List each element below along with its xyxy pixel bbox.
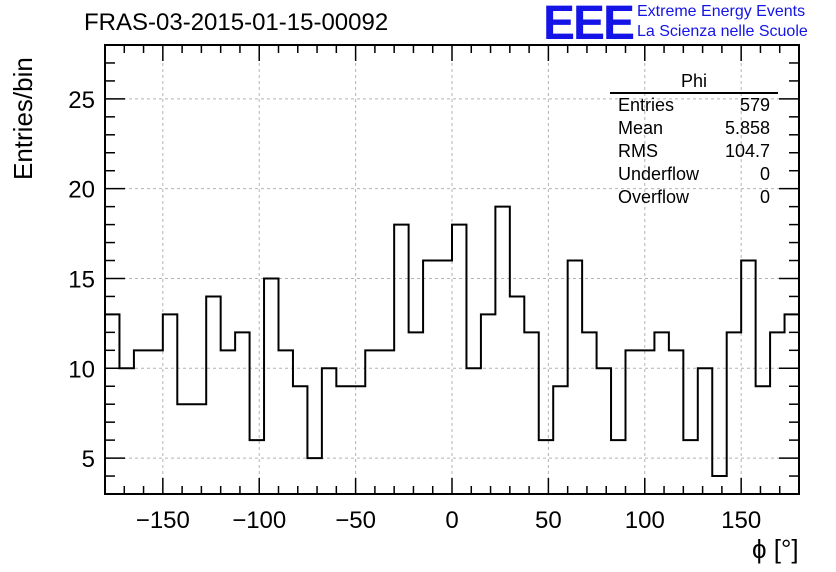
chart-title: FRAS-03-2015-01-15-00092	[84, 9, 389, 36]
axis-ticks	[105, 44, 799, 495]
x-tick-label: −50	[335, 507, 376, 534]
y-tick-label: 10	[68, 356, 95, 383]
logo-caption: Extreme Energy Events La Scienza nelle S…	[637, 2, 808, 42]
y-tick-label: 5	[82, 446, 95, 473]
stats-box-title: Phi	[610, 70, 778, 94]
stats-value: 0	[759, 187, 770, 207]
stats-value: 0	[759, 164, 770, 184]
stats-label: Underflow	[618, 164, 700, 184]
histogram-step-line	[105, 62, 800, 478]
stats-label: RMS	[618, 141, 658, 161]
y-tick-label: 25	[68, 87, 95, 114]
stats-value: 5.858	[724, 118, 770, 138]
stats-row-rms: RMS 104.7	[610, 140, 778, 163]
x-tick-label: −100	[232, 507, 286, 534]
stats-value: 579	[739, 95, 770, 115]
stats-row-mean: Mean 5.858	[610, 117, 778, 140]
logo-caption-line2: La Scienza nelle Scuole	[637, 23, 808, 40]
x-axis-label: ϕ [°]	[752, 534, 799, 564]
stats-row-underflow: Underflow 0	[610, 163, 778, 186]
stats-row-entries: Entries 579	[610, 94, 778, 117]
stats-row-overflow: Overflow 0	[610, 186, 778, 209]
y-tick-label: 15	[68, 266, 95, 293]
stats-box: Phi Entries 579 Mean 5.858 RMS 104.7 Und…	[610, 70, 778, 209]
stats-label: Mean	[618, 118, 664, 138]
eee-logo: EEE	[543, 0, 635, 50]
stats-value: 104.7	[724, 141, 770, 161]
y-axis-label: Entries/bin	[8, 57, 38, 180]
stats-label: Entries	[618, 95, 675, 115]
grid-lines	[105, 45, 799, 494]
stats-label: Overflow	[618, 187, 690, 207]
y-tick-label: 20	[68, 177, 95, 204]
x-tick-label: 150	[721, 507, 761, 534]
x-tick-label: −150	[136, 507, 190, 534]
x-tick-label: 100	[625, 507, 665, 534]
logo-caption-line1: Extreme Energy Events	[637, 3, 806, 20]
tick-labels: −150 −100 −50 0 50 100 150 5 10 15 20 25	[68, 87, 761, 534]
x-tick-label: 50	[535, 507, 562, 534]
x-tick-label: 0	[445, 507, 458, 534]
